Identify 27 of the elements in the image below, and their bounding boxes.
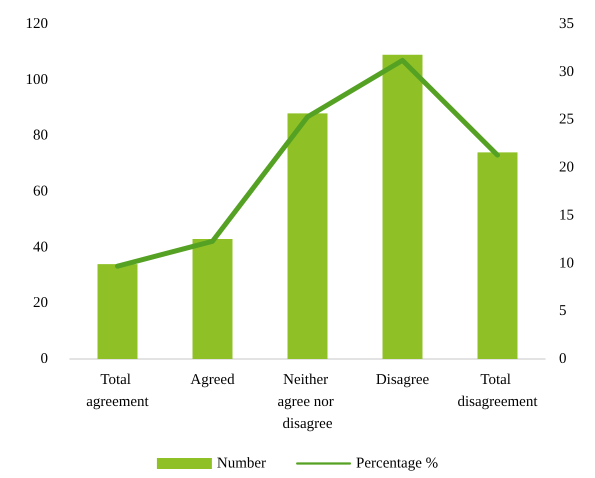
x-tick-label: Total agreement [86,372,150,410]
y2-tick-label: 5 [559,303,566,320]
legend-label: Percentage % [356,456,438,472]
x-tick-label: Total disagreement [458,372,538,410]
x-tick-label: Agreed [190,372,236,388]
y2-tick-label: 10 [559,255,574,272]
y-tick-label: 40 [33,239,48,256]
x-tick-label: Neither agree nor disagree [278,372,338,432]
y2-tick-label: 35 [559,16,574,32]
y-tick-label: 20 [33,295,48,312]
y-tick-label: 120 [26,16,48,32]
y2-tick-label: 25 [559,112,574,128]
x-tick-label: Disagree [376,372,430,388]
y2-tick-label: 30 [559,64,574,80]
y2-tick-label: 20 [559,160,574,176]
bar [98,264,138,359]
bar [192,238,232,359]
legend-label: Number [216,456,266,472]
y2-tick-label: 0 [559,351,566,367]
y-tick-label: 0 [40,351,48,367]
bar [478,152,518,359]
y-tick-label: 80 [33,128,48,144]
bar [382,54,422,359]
y2-tick-label: 15 [559,207,574,224]
y-tick-label: 60 [33,184,48,200]
bar [288,113,328,359]
y-tick-label: 100 [26,72,48,88]
